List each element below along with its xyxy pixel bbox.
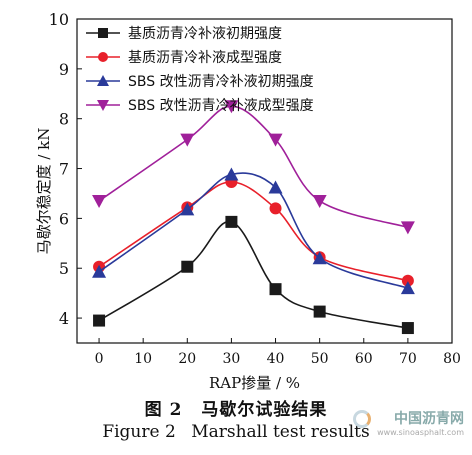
caption-english: Figure 2 Marshall test results <box>0 422 472 442</box>
watermark: 中国沥青网 www.sinoasphalt.com <box>353 408 464 437</box>
x-tick-label: 70 <box>399 351 417 367</box>
caption-zh-title: 马歇尔试验结果 <box>201 400 328 420</box>
y-tick-label: 7 <box>59 160 69 179</box>
legend-label-1: 基质沥青冷补液初期强度 <box>128 25 282 42</box>
y-tick-label: 4 <box>59 309 69 328</box>
legend-marker-1 <box>98 28 108 38</box>
x-tick-label: 80 <box>443 351 461 367</box>
caption-zh-label: 图 2 <box>144 400 183 420</box>
caption-en-title: Marshall test results <box>191 422 370 442</box>
series-1-point <box>93 314 106 327</box>
series-4-point <box>268 133 283 147</box>
x-tick-label: 60 <box>355 351 373 367</box>
watermark-name: 中国沥青网 <box>394 411 464 427</box>
x-tick-label: 10 <box>134 351 152 367</box>
watermark-logo-icon <box>353 410 372 428</box>
y-tick-label: 10 <box>49 10 69 29</box>
series-4-point <box>180 133 195 147</box>
series-3-point <box>400 281 415 295</box>
legend-marker-2 <box>98 52 108 62</box>
series-2-point <box>269 202 282 215</box>
legend-marker-4 <box>97 100 109 111</box>
series-3-point <box>268 180 283 194</box>
y-axis-label: 马歇尔稳定度 / kN <box>35 128 53 255</box>
x-tick-label: 40 <box>267 351 285 367</box>
series-line-4 <box>98 105 409 229</box>
legend-label-4: SBS 改性沥青冷补液成型强度 <box>128 98 314 114</box>
y-tick-label: 8 <box>59 110 69 129</box>
series-3-point <box>180 202 195 216</box>
series-2-point <box>401 274 414 287</box>
series-1-point <box>313 305 326 318</box>
caption-chinese: 图 2 马歇尔试验结果 <box>0 395 472 420</box>
series-3-point <box>224 167 239 181</box>
x-tick-label: 0 <box>95 351 104 367</box>
y-tick-label: 5 <box>59 259 69 278</box>
marshall-chart: 4 5 6 7 8 9 10 0 10 20 30 40 50 60 70 80 RAP掺量 / % 马歇尔稳定度… <box>35 10 461 392</box>
plot-frame <box>76 18 453 344</box>
series-1-point <box>401 322 414 335</box>
series-1-point <box>269 283 282 296</box>
series-line-2 <box>98 181 409 282</box>
x-tick-label: 30 <box>222 351 240 367</box>
watermark-url: www.sinoasphalt.com <box>377 428 464 437</box>
y-tick-label: 9 <box>59 60 69 79</box>
series-4-point <box>400 221 415 235</box>
series-4-point <box>224 100 239 114</box>
legend-marker-3 <box>97 75 109 86</box>
legend-label-2: 基质沥青冷补液成型强度 <box>128 49 282 66</box>
caption-en-label: Figure 2 <box>102 422 176 442</box>
x-axis-label: RAP掺量 / % <box>209 374 300 392</box>
x-tick-label: 20 <box>178 351 196 367</box>
x-tick-label: 50 <box>311 351 329 367</box>
series-1-point <box>181 260 194 273</box>
series-3-point <box>92 264 107 278</box>
series-line-3 <box>98 172 409 289</box>
series-line-1 <box>98 221 409 329</box>
series-4-point <box>312 194 327 208</box>
legend-label-3: SBS 改性沥青冷补液初期强度 <box>128 73 314 90</box>
series-3-point <box>312 251 327 265</box>
y-tick-label: 6 <box>59 209 69 228</box>
series-1-point <box>225 215 238 228</box>
series-4-point <box>92 194 107 208</box>
